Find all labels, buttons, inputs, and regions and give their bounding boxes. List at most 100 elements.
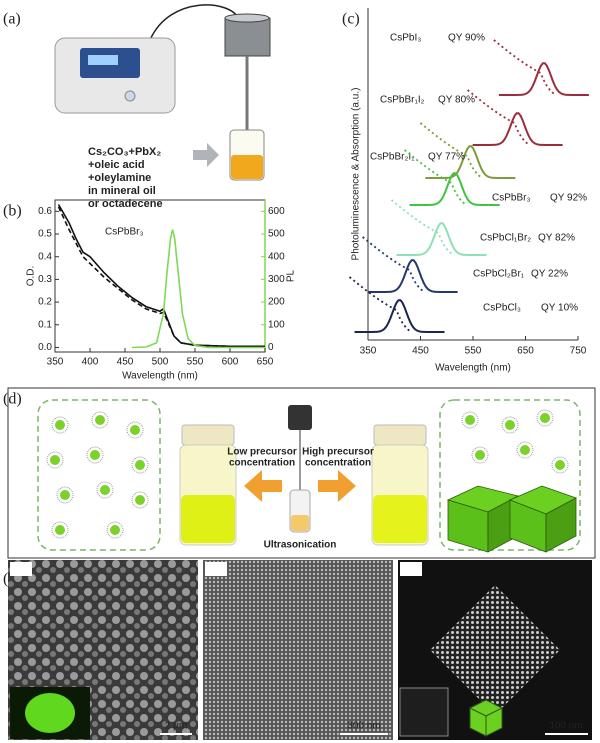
halo [551,456,569,474]
compound-name: CsPbBr₂I₁ [370,152,415,163]
nanocrystal [540,413,550,423]
nanocrystal [505,420,515,430]
halo [536,409,554,427]
halo [56,486,74,504]
x-tick-label: 450 [117,357,134,368]
halo [91,411,109,429]
nanocrystal [55,420,65,430]
absorption [404,149,468,206]
halo [106,521,124,539]
y2-tick-label: 200 [268,297,285,308]
panel-label: (d) [3,391,22,408]
nanocrystal [135,495,145,505]
halo [126,421,144,439]
y-tick-label: 0.3 [38,274,52,285]
absorption [362,236,426,293]
absorption [493,39,557,96]
x-tick-label: 350 [360,346,377,357]
absorption [467,89,531,146]
condition-label: concentration [229,458,295,469]
x-tick-label: 550 [187,357,204,368]
halo [51,521,69,539]
halo [131,456,149,474]
compound-name: CsPbI₃ [390,33,421,44]
nanocrystal [135,460,145,470]
x-tick-label: 450 [412,346,429,357]
scale-bar-label: 2 μm [165,721,187,732]
nanocrystal [60,490,70,500]
x-tick-label: 650 [257,357,274,368]
y-axis-title: O.D. [26,266,37,287]
quantum-yield: QY 77% [428,152,465,163]
y2-tick-label: 0 [268,342,274,353]
compound-name: CsPbCl₂Br₁ [473,269,525,280]
halo [96,481,114,499]
halo [471,446,489,464]
compound-name: CsPbCl₁Br₂ [480,233,531,244]
nanocrystal [475,450,485,460]
x-tick-label: 600 [222,357,239,368]
y-tick-label: 0.0 [38,342,52,353]
series-line [57,204,265,348]
pl-peak [498,62,589,96]
micrographs [8,560,592,740]
quantum-yield: QY 92% [550,193,587,204]
panel-label: (a) [3,11,21,28]
y-tick-label: 0.6 [38,206,52,217]
recipe-line: or octadecene [88,198,163,210]
series-line [57,206,265,348]
panel-label: (b) [3,203,22,220]
nanocrystal [465,415,475,425]
halo [461,411,479,429]
synthesis-setup [54,4,271,181]
quantum-yield: QY 80% [438,95,475,106]
y-tick-label: 0.2 [38,297,52,308]
recipe-line: Cs₂CO₃+PbX₂ [88,146,161,158]
y-axis-title: Photoluminescence & Absorption (a.u.) [351,88,362,261]
y2-tick-label: 400 [268,251,285,262]
quantum-yield: QY 90% [448,33,485,44]
quantum-yield: QY 82% [538,233,575,244]
x-tick-label: 750 [570,346,587,357]
y2-tick-label: 600 [268,206,285,217]
absorption [348,276,412,333]
y2-axis-title: PL [286,269,297,282]
method-label: Ultrasonication [264,540,337,551]
x-tick-label: 500 [152,357,169,368]
nanocrystal [90,450,100,460]
condition-label: Low precursor [227,447,297,458]
pl-peak [472,112,563,146]
pl-peak [396,222,487,256]
pl-peak [367,259,458,293]
y2-tick-label: 500 [268,229,285,240]
y-tick-label: 0.1 [38,319,52,330]
halo [86,446,104,464]
nanocrystal [95,415,105,425]
halo [51,416,69,434]
condition-label: High precursor [302,447,374,458]
series-line [131,229,265,349]
nanocrystal [50,455,60,465]
panel-label: (c) [342,11,360,28]
quantum-yield: QY 22% [531,269,568,280]
halo [131,491,149,509]
pl-peak [425,145,516,179]
compound-name: CsPbBr₃ [492,193,531,204]
absorption [390,199,454,256]
schematic [7,387,596,559]
x-axis-title: Wavelength (nm) [435,363,511,374]
x-tick-label: 350 [47,357,64,368]
compound-name: CsPbCl₃ [483,303,521,314]
halo [501,416,519,434]
condition-label: concentration [305,458,371,469]
recipe-line: in mineral oil [88,185,156,197]
x-axis-title: Wavelength (nm) [122,371,198,382]
absorption [419,122,483,179]
nanocrystal [130,425,140,435]
recipe-line: +oleic acid [88,159,145,171]
x-tick-label: 400 [82,357,99,368]
scale-bar-label: 100 nm [549,721,582,732]
annotation: CsPbBr₃ [105,227,144,238]
y-tick-label: 0.4 [38,251,52,262]
